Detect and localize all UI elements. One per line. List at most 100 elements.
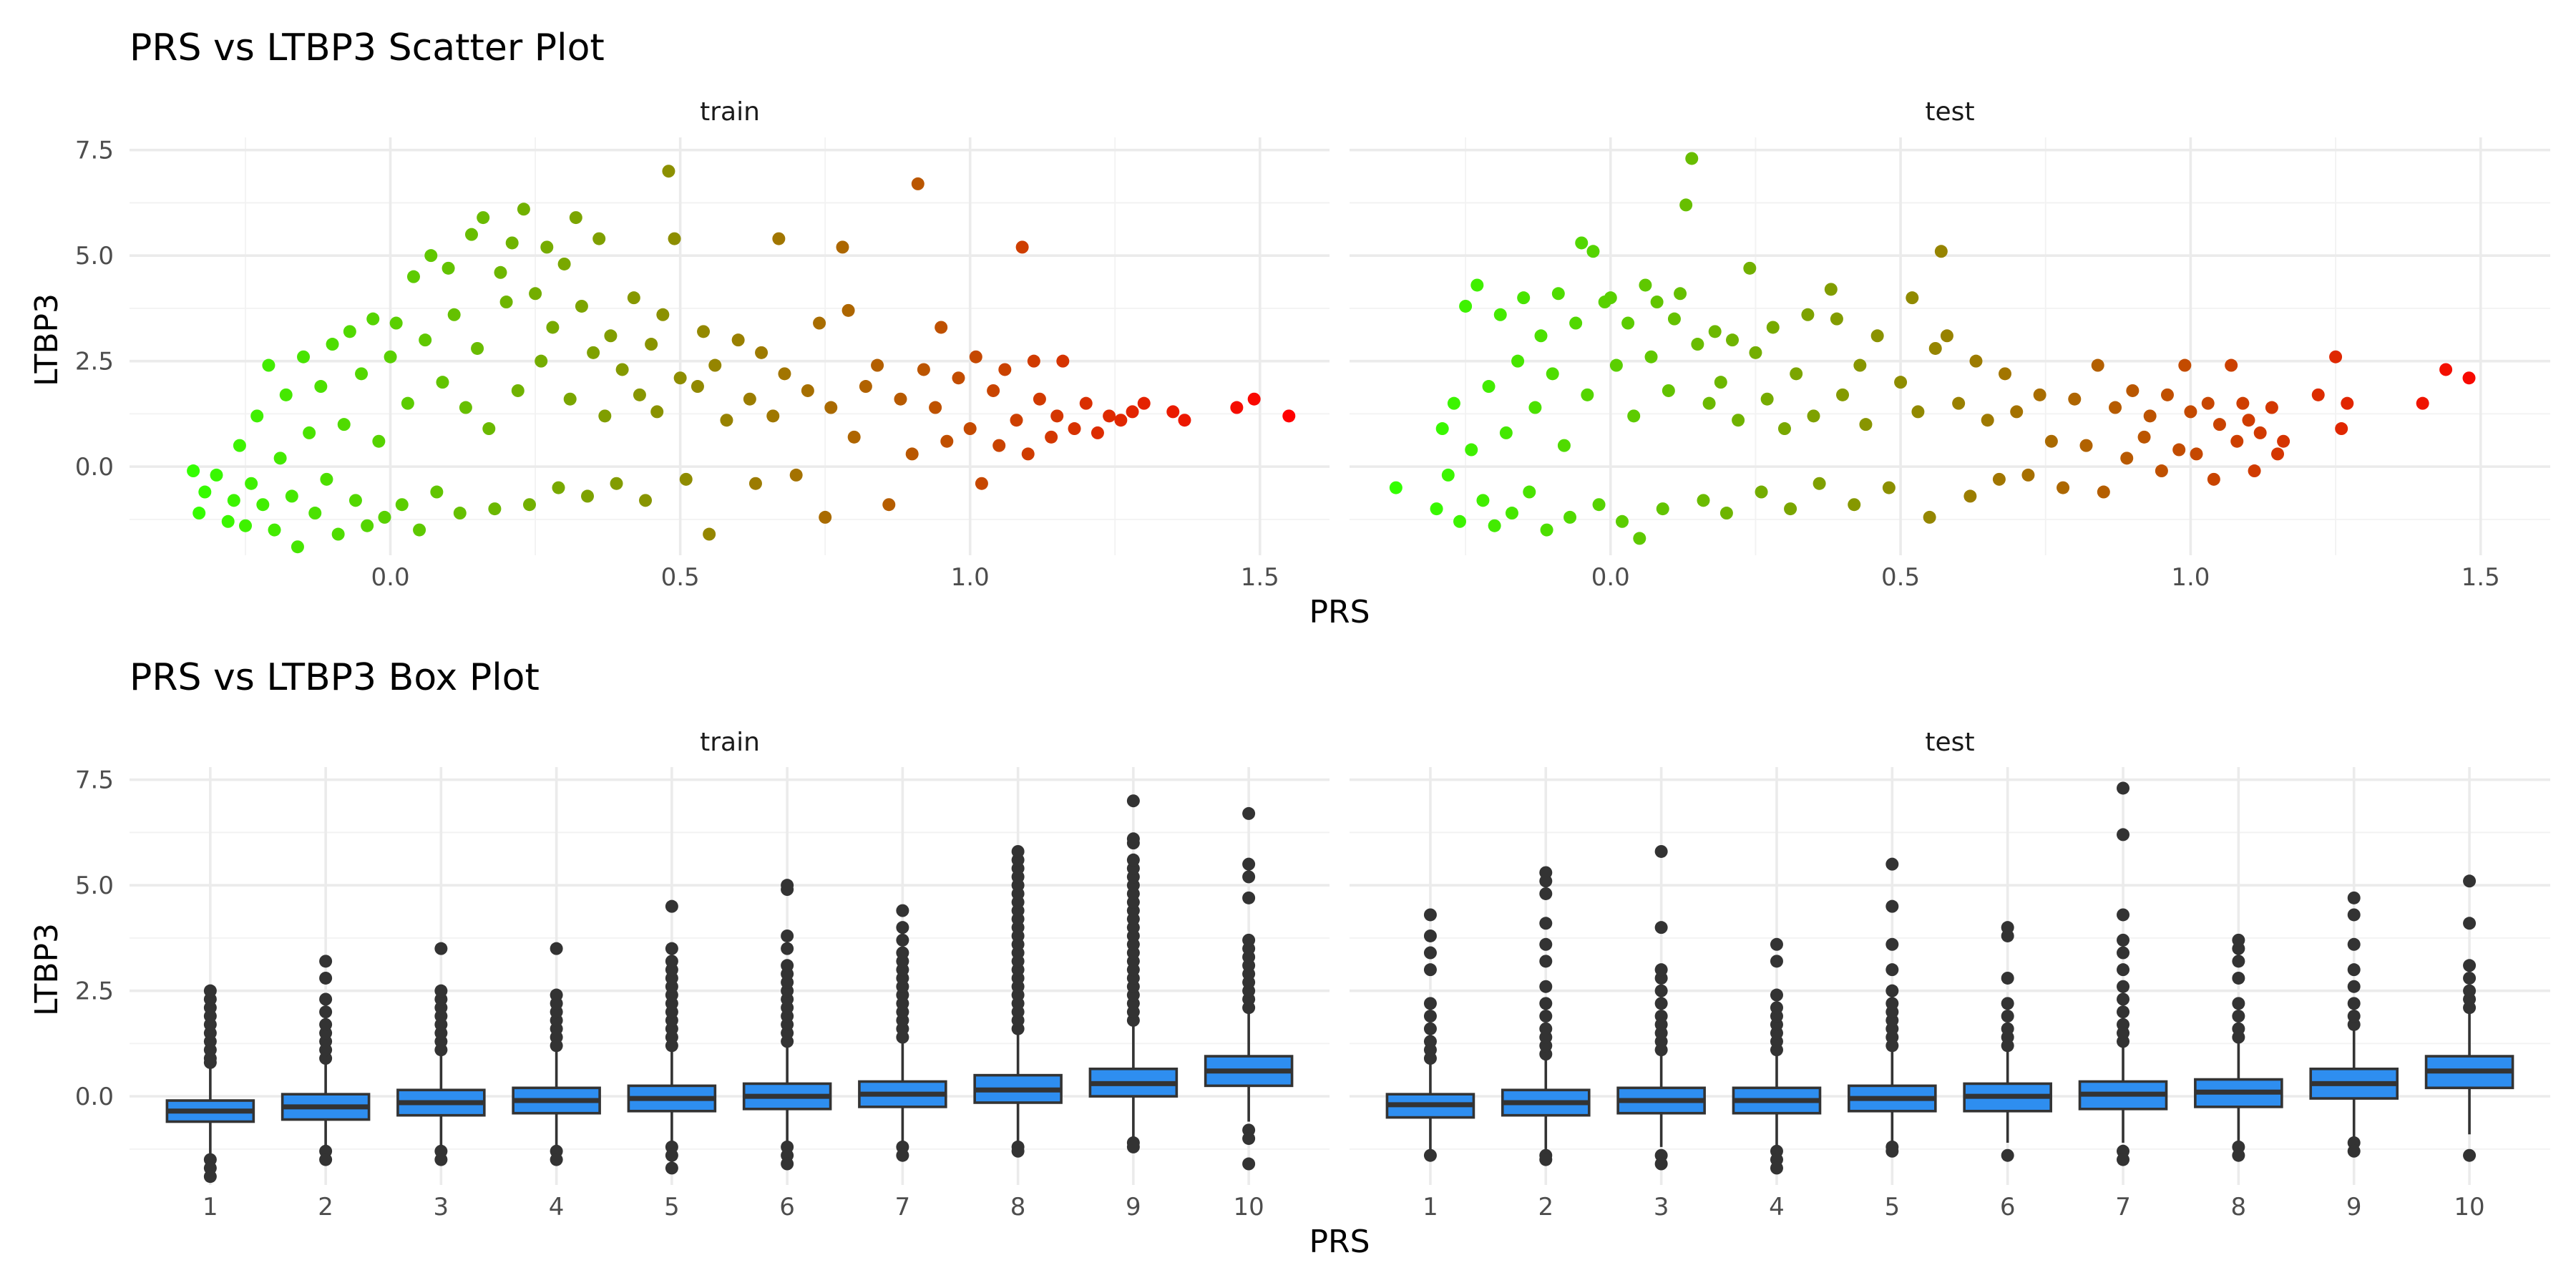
box-outlier-point — [2117, 992, 2130, 1006]
scatter-y-tick-label: 7.5 — [75, 137, 114, 165]
scatter-point — [963, 422, 977, 436]
scatter-point — [1441, 468, 1455, 482]
box-outlier-point — [2232, 933, 2245, 947]
scatter-point — [2160, 388, 2174, 401]
box-outlier-point — [1423, 1035, 1437, 1048]
scatter-point — [320, 472, 333, 486]
box-outlier-point — [665, 899, 678, 913]
box-9 — [2309, 891, 2399, 1158]
scatter-point — [1523, 485, 1536, 499]
scatter-point — [708, 358, 722, 372]
scatter-point — [2010, 405, 2024, 419]
box-outlier-point — [1126, 853, 1140, 867]
box-outlier-point — [1242, 891, 1256, 904]
scatter-point — [401, 396, 414, 410]
box-outlier-point — [1539, 1022, 1553, 1035]
box-outlier-point — [2463, 971, 2477, 985]
box-outlier-point — [2347, 963, 2361, 977]
box-outlier-point — [1885, 937, 1899, 951]
box-outlier-point — [1539, 937, 1553, 951]
box-outlier-point — [2232, 1022, 2245, 1035]
scatter-point — [517, 203, 530, 216]
box-outlier-point — [1539, 917, 1553, 930]
box-outlier-point — [1423, 963, 1437, 977]
box-x-tick-label: 7 — [895, 1193, 911, 1221]
scatter-point — [1459, 299, 1473, 313]
scatter-point — [2091, 358, 2104, 372]
box-outlier-point — [2232, 1148, 2245, 1162]
scatter-point — [905, 447, 919, 461]
box-y-tick-label: 2.5 — [75, 977, 114, 1006]
scatter-point — [673, 371, 687, 385]
scatter-point — [627, 291, 640, 305]
scatter-point — [256, 498, 270, 512]
scatter-point — [2097, 485, 2110, 499]
scatter-point — [975, 477, 988, 490]
box-1 — [165, 984, 255, 1184]
scatter-point — [1534, 329, 1548, 343]
box-outlier-point — [1654, 984, 1668, 997]
box-outlier-point — [1242, 806, 1256, 820]
scatter-point — [1726, 333, 1740, 347]
box-outlier-point — [1885, 899, 1899, 913]
box-x-tick-label: 8 — [2231, 1193, 2247, 1221]
box-outlier-point — [1423, 946, 1437, 960]
scatter-point — [1702, 396, 1716, 410]
scatter-point — [1807, 409, 1820, 423]
box-outlier-point — [1770, 988, 1783, 1002]
box-outlier-point — [1654, 921, 1668, 935]
scatter-point — [1540, 523, 1553, 537]
scatter-point — [279, 388, 293, 401]
scatter-point — [2172, 443, 2186, 457]
scatter-point — [1557, 439, 1571, 452]
box-outlier-point — [1242, 870, 1256, 884]
box-outlier-point — [781, 959, 794, 972]
scatter-point — [650, 405, 664, 419]
box-outlier-point — [1539, 1153, 1553, 1166]
box-outlier-point — [2001, 1022, 2014, 1035]
scatter-point — [535, 354, 548, 368]
scatter-panel-train: 0.0 0.5 1.0 1.5 0.0 2.5 5.0 7.5 — [75, 137, 1330, 592]
scatter-point — [847, 430, 861, 444]
box-outlier-point — [665, 942, 678, 955]
scatter-point — [1609, 358, 1623, 372]
scatter-point — [2021, 468, 2035, 482]
scatter-point — [529, 287, 542, 301]
box-outlier-point — [2347, 908, 2361, 922]
scatter-point — [679, 472, 693, 486]
box-outlier-point — [1539, 1010, 1553, 1023]
scatter-point — [273, 452, 287, 465]
box-outlier-point — [781, 879, 794, 892]
scatter-point — [894, 392, 907, 406]
scatter-point — [1447, 396, 1460, 410]
box-4 — [1732, 937, 1822, 1175]
scatter-point — [2033, 388, 2046, 401]
scatter-point — [331, 527, 345, 541]
box-outlier-point — [550, 1153, 563, 1166]
scatter-x-tick-label: 1.0 — [951, 563, 990, 592]
scatter-point — [1581, 388, 1594, 401]
scatter-point — [969, 350, 982, 364]
scatter-point — [459, 401, 472, 414]
box-outlier-point — [2347, 937, 2361, 951]
scatter-point — [245, 477, 258, 490]
box-x-tick-label: 6 — [2000, 1193, 2016, 1221]
scatter-point — [464, 228, 478, 241]
scatter-point — [598, 409, 612, 423]
box-x-tick-label: 1 — [203, 1193, 218, 1221]
scatter-point — [1911, 405, 1925, 419]
scatter-train-strip-label: train — [700, 97, 760, 127]
box-outlier-point — [1242, 1132, 1256, 1146]
box-outlier-point — [319, 1018, 333, 1031]
scatter-point — [1551, 287, 1565, 301]
scatter-point — [1743, 261, 1757, 275]
box-outlier-point — [2001, 1010, 2014, 1023]
box-x-tick-label: 3 — [1654, 1193, 1669, 1221]
scatter-point — [366, 312, 380, 326]
scatter-y-tick-label: 2.5 — [75, 348, 114, 376]
box-2 — [280, 955, 371, 1166]
scatter-point — [2143, 409, 2157, 423]
scatter-point — [2057, 481, 2070, 494]
scatter-point — [819, 510, 832, 524]
scatter-point — [187, 464, 200, 478]
